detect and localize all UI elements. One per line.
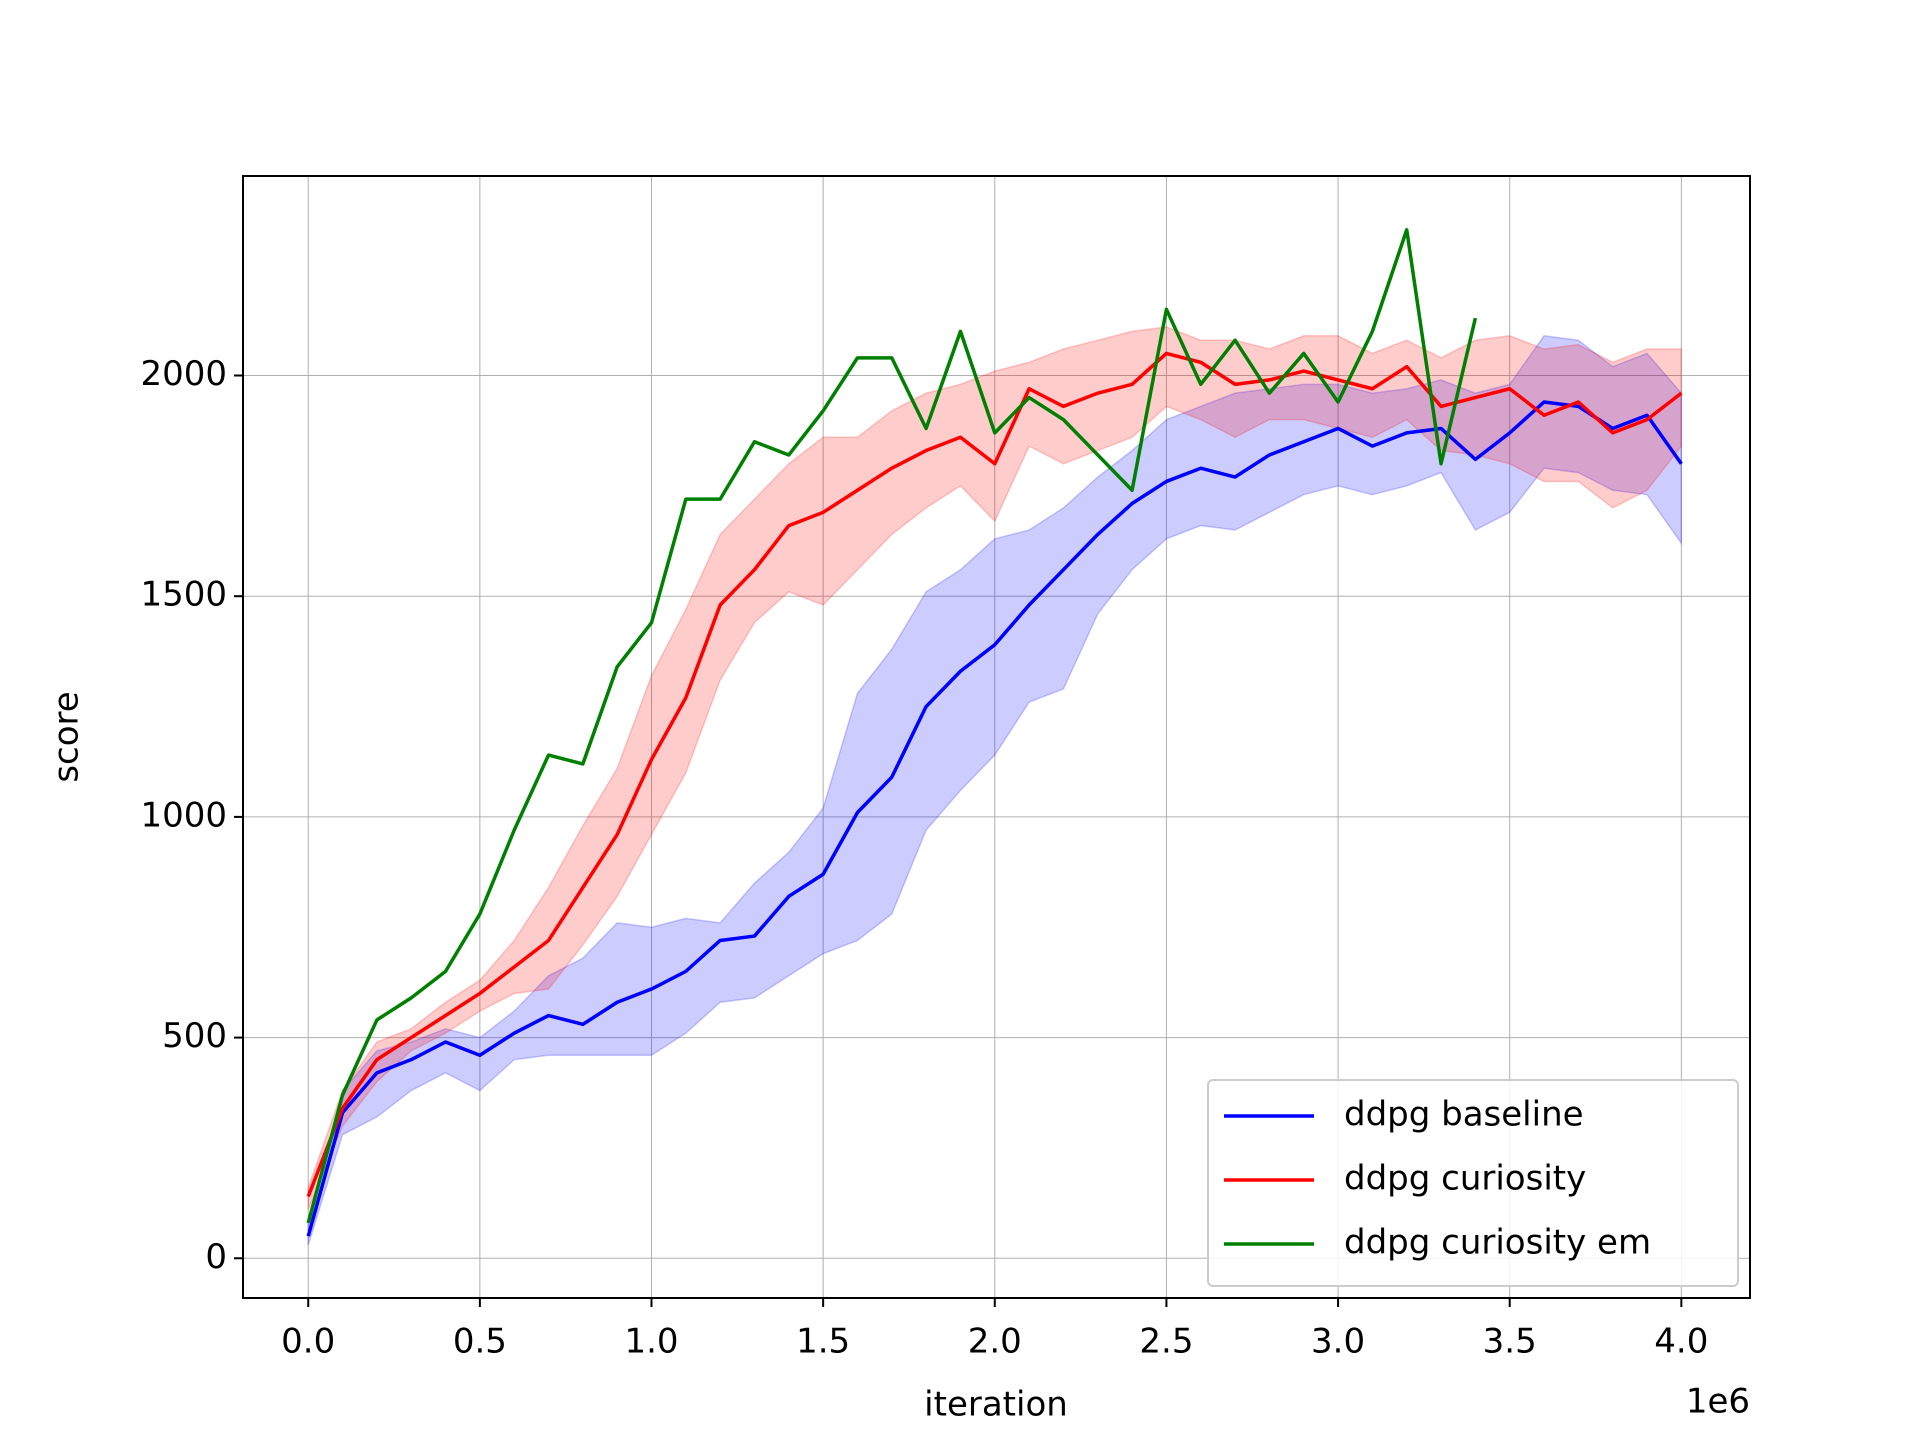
x-tick-label: 3.0 — [1311, 1322, 1365, 1362]
plot-area — [306, 228, 1683, 1246]
y-axis-label: score — [47, 691, 87, 782]
line — [306, 351, 1683, 1198]
legend-label: ddpg curiosity — [1344, 1159, 1586, 1199]
legend: ddpg baseline ddpg curiosity ddpg curiosit… — [1207, 1079, 1739, 1287]
y-tick-label: 2000 — [140, 354, 227, 394]
y-tick-label: 0 — [205, 1237, 227, 1277]
x-offset-label: 1e6 — [1686, 1382, 1750, 1422]
x-tick-label: 2.5 — [1139, 1322, 1193, 1362]
axes-frame — [242, 175, 1751, 1299]
x-tick-label: 0.5 — [453, 1322, 507, 1362]
band — [307, 334, 1683, 1246]
grid — [243, 176, 1750, 1298]
line — [306, 400, 1683, 1237]
legend-box — [1207, 1079, 1739, 1287]
legend-label: ddpg baseline — [1344, 1095, 1584, 1135]
x-tick-label: 0.0 — [281, 1322, 335, 1362]
axes: 0.0 0.5 1.0 1.5 2.0 2.5 3.0 3.5 4.0 0 500 1000 1500 2… — [140, 354, 1708, 1361]
line — [306, 228, 1478, 1224]
x-tick-label: 2.0 — [968, 1322, 1022, 1362]
legend-label: ddpg curiosity em — [1344, 1223, 1651, 1263]
y-tick-label: 1000 — [140, 795, 227, 835]
y-tick-label: 1500 — [140, 575, 227, 615]
x-tick-label: 1.5 — [796, 1322, 850, 1362]
y-tick-label: 500 — [162, 1016, 227, 1056]
x-tick-label: 1.0 — [624, 1322, 678, 1362]
x-axis-label: iteration — [924, 1385, 1068, 1425]
x-tick-label: 4.0 — [1654, 1322, 1708, 1362]
x-tick-label: 3.5 — [1483, 1322, 1537, 1362]
